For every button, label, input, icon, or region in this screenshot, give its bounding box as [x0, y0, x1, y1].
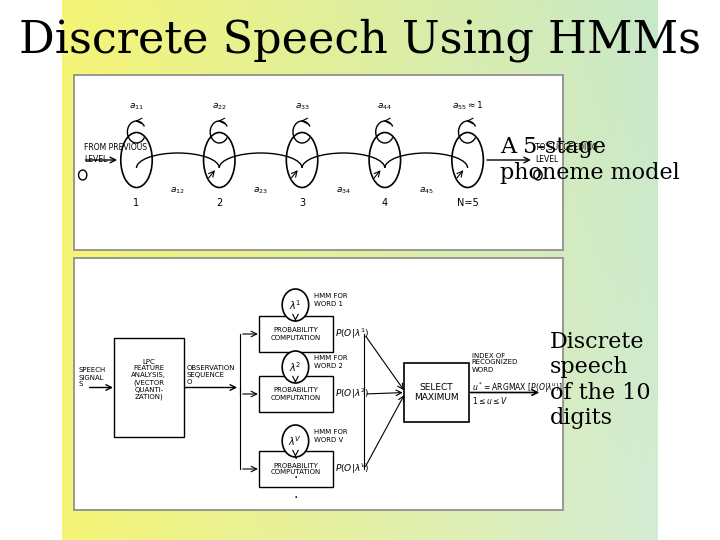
Text: $a_{44}$: $a_{44}$	[377, 102, 392, 112]
Text: SELECT
MAXIMUM: SELECT MAXIMUM	[414, 383, 459, 402]
Circle shape	[534, 170, 542, 180]
Text: HMM FOR
WORD 2: HMM FOR WORD 2	[314, 355, 347, 368]
Text: $\lambda^V$: $\lambda^V$	[289, 434, 302, 448]
FancyBboxPatch shape	[74, 258, 563, 510]
Text: SPEECH
SIGNAL
S: SPEECH SIGNAL S	[78, 368, 106, 388]
Text: PROBABILITY
COMPUTATION: PROBABILITY COMPUTATION	[271, 327, 321, 341]
FancyBboxPatch shape	[404, 363, 469, 422]
Circle shape	[282, 289, 309, 321]
Circle shape	[282, 425, 309, 457]
Text: $a_{55}{\approx}1$: $a_{55}{\approx}1$	[451, 99, 484, 112]
Text: $a_{34}$: $a_{34}$	[336, 185, 351, 195]
Text: $a_{23}$: $a_{23}$	[253, 185, 268, 195]
Ellipse shape	[121, 132, 152, 187]
Text: A 5-stage
phoneme model: A 5-stage phoneme model	[500, 136, 680, 184]
Text: $a_{33}$: $a_{33}$	[294, 102, 310, 112]
Text: HMM FOR
WORD 1: HMM FOR WORD 1	[314, 294, 347, 307]
FancyBboxPatch shape	[259, 316, 333, 352]
Text: $\lambda^1$: $\lambda^1$	[289, 298, 302, 312]
Ellipse shape	[452, 132, 483, 187]
Text: ·
·
·: · · ·	[293, 452, 297, 505]
FancyBboxPatch shape	[259, 376, 333, 412]
Text: LEVEL: LEVEL	[84, 156, 107, 165]
Ellipse shape	[204, 132, 235, 187]
Text: 1: 1	[133, 198, 140, 208]
Circle shape	[282, 351, 309, 383]
Text: $a_{22}$: $a_{22}$	[212, 102, 227, 112]
Text: PROBABILITY
COMPUTATION: PROBABILITY COMPUTATION	[271, 462, 321, 476]
Text: OBSERVATION
SEQUENCE
O: OBSERVATION SEQUENCE O	[186, 366, 235, 386]
Text: INDEX OF
RECOGNIZED
WORD: INDEX OF RECOGNIZED WORD	[472, 353, 518, 373]
FancyBboxPatch shape	[74, 75, 563, 250]
Text: 4: 4	[382, 198, 388, 208]
Text: Discrete Speech Using HMMs: Discrete Speech Using HMMs	[19, 18, 701, 62]
Text: $a_{11}$: $a_{11}$	[129, 102, 144, 112]
Text: N=5: N=5	[456, 198, 479, 208]
FancyBboxPatch shape	[259, 451, 333, 487]
Text: $u^* = \mathrm{ARGMAX}\ [P(O|\lambda^u)]$: $u^* = \mathrm{ARGMAX}\ [P(O|\lambda^u)]…	[472, 380, 562, 395]
Text: $\lambda^2$: $\lambda^2$	[289, 360, 302, 374]
Text: LEVEL: LEVEL	[536, 156, 559, 165]
Text: TO SUCCEEDING: TO SUCCEEDING	[536, 143, 598, 152]
FancyBboxPatch shape	[114, 338, 184, 437]
Ellipse shape	[287, 132, 318, 187]
Text: $a_{12}$: $a_{12}$	[171, 185, 185, 195]
Text: $P(O|\lambda^2)$: $P(O|\lambda^2)$	[336, 387, 369, 401]
Text: $1 \leq u \leq V$: $1 \leq u \leq V$	[472, 395, 508, 406]
Text: Discrete
speech
of the 10
digits: Discrete speech of the 10 digits	[550, 331, 650, 429]
Text: LPC
FEATURE
ANALYSIS,
(VECTOR
QUANTI-
ZATION): LPC FEATURE ANALYSIS, (VECTOR QUANTI- ZA…	[132, 359, 166, 401]
Text: $P(O|\lambda^V)$: $P(O|\lambda^V)$	[336, 462, 369, 476]
Text: HMM FOR
WORD V: HMM FOR WORD V	[314, 429, 347, 442]
Text: $a_{45}$: $a_{45}$	[419, 185, 433, 195]
Ellipse shape	[369, 132, 400, 187]
Circle shape	[78, 170, 87, 180]
Text: 3: 3	[299, 198, 305, 208]
Text: PROBABILITY
COMPUTATION: PROBABILITY COMPUTATION	[271, 388, 321, 401]
Text: $P(O|\lambda^1)$: $P(O|\lambda^1)$	[336, 327, 369, 341]
Text: FROM PREVIOUS: FROM PREVIOUS	[84, 143, 148, 152]
Text: 2: 2	[216, 198, 222, 208]
